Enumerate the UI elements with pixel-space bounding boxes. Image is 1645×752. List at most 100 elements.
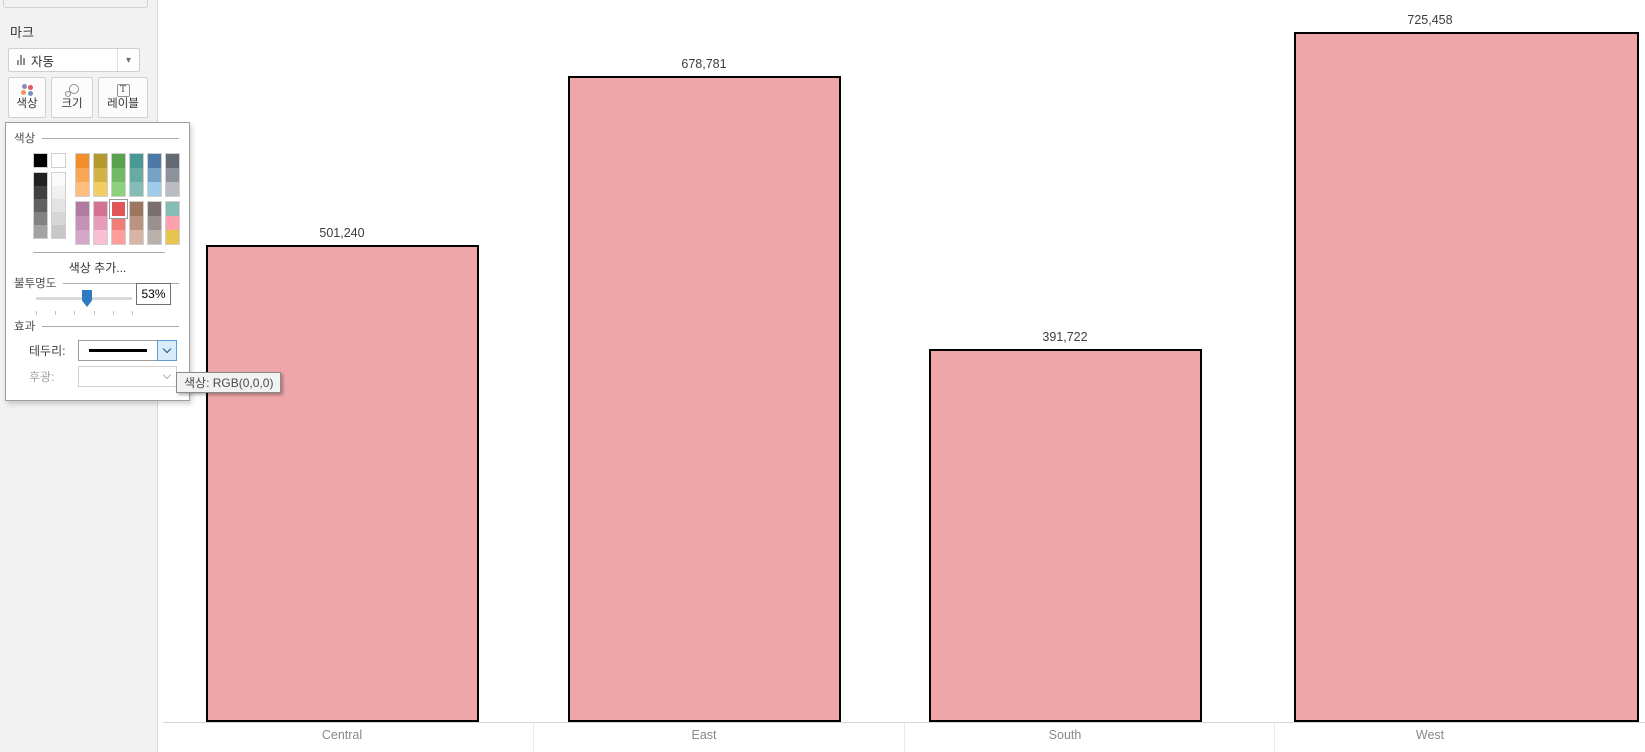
band-divider (904, 723, 905, 752)
border-color-sample (89, 349, 147, 352)
border-color-dropdown[interactable] (78, 340, 158, 361)
marks-card-title: 마크 (10, 25, 34, 40)
color-palette (33, 153, 183, 245)
color-button[interactable]: 색상 (8, 77, 46, 118)
palette-swatch[interactable] (130, 154, 143, 168)
palette-swatch[interactable] (76, 154, 89, 168)
dropdown-caret-icon[interactable]: ▾ (117, 49, 139, 71)
palette-swatch[interactable] (166, 230, 179, 244)
palette-swatch[interactable] (166, 168, 179, 182)
palette-swatch[interactable] (34, 173, 47, 186)
chevron-down-icon (162, 344, 172, 354)
opacity-section-header: 불투명도 (14, 275, 179, 291)
color-picker-panel: 색상 색상 추가... 불투명도 53% 효과 테두리: 후광: (5, 122, 190, 401)
bar-value-label: 391,722 (1042, 330, 1088, 344)
palette-swatch[interactable] (34, 225, 47, 238)
palette-swatch[interactable] (34, 186, 47, 199)
halo-color-dropdown (78, 366, 177, 387)
bar-value-label: 678,781 (681, 57, 727, 71)
palette-swatch[interactable] (130, 182, 143, 196)
add-color-link[interactable]: 색상 추가... (68, 261, 127, 275)
border-label: 테두리: (29, 344, 66, 358)
opacity-slider[interactable] (36, 289, 133, 315)
palette-swatch[interactable] (94, 154, 107, 168)
palette-swatch[interactable] (52, 199, 65, 212)
opacity-section-title: 불투명도 (14, 278, 57, 290)
border-dropdown-button[interactable] (157, 340, 177, 361)
palette-swatch[interactable] (166, 202, 179, 216)
palette-swatch[interactable] (76, 216, 89, 230)
bar-east[interactable] (568, 76, 841, 722)
color-tooltip: 색상: RGB(0,0,0) (176, 372, 282, 393)
palette-swatch[interactable] (148, 230, 161, 244)
bar-value-label: 725,458 (1407, 13, 1453, 27)
palette-swatch[interactable] (34, 154, 47, 167)
palette-swatch[interactable] (94, 230, 107, 244)
color-dots-icon (20, 84, 34, 97)
palette-swatch[interactable] (148, 216, 161, 230)
opacity-slider-thumb[interactable] (82, 290, 92, 307)
axis-category-label[interactable]: West (1415, 728, 1445, 742)
palette-swatch[interactable] (52, 173, 65, 186)
color-section-header: 색상 (14, 130, 179, 146)
effects-section-title: 효과 (14, 321, 36, 333)
palette-swatch[interactable] (76, 230, 89, 244)
palette-swatch[interactable] (52, 212, 65, 225)
palette-swatch[interactable] (34, 199, 47, 212)
palette-swatch[interactable] (130, 230, 143, 244)
palette-swatch[interactable] (94, 168, 107, 182)
palette-swatch[interactable] (112, 202, 125, 216)
bar-south[interactable] (929, 349, 1202, 722)
palette-swatch[interactable] (130, 202, 143, 216)
palette-swatch[interactable] (94, 202, 107, 216)
opacity-value-field[interactable]: 53% (136, 283, 171, 305)
bar-west[interactable] (1294, 32, 1639, 722)
bar-central[interactable] (206, 245, 479, 722)
effects-section-header: 효과 (14, 318, 179, 334)
palette-swatch[interactable] (52, 186, 65, 199)
palette-swatch[interactable] (112, 168, 125, 182)
palette-swatch[interactable] (76, 182, 89, 196)
palette-swatch[interactable] (94, 182, 107, 196)
axis-category-label[interactable]: East (691, 728, 717, 742)
bar-chart-icon (17, 55, 25, 65)
palette-swatch[interactable] (52, 225, 65, 238)
palette-swatch[interactable] (130, 168, 143, 182)
axis-category-label[interactable]: South (1048, 728, 1082, 742)
halo-label: 후광: (29, 370, 55, 384)
palette-swatch[interactable] (166, 154, 179, 168)
marks-buttons-row: 색상 크기 T 레이블 (8, 77, 148, 118)
band-divider (533, 723, 534, 752)
bar-value-label: 501,240 (319, 226, 365, 240)
palette-swatch[interactable] (76, 168, 89, 182)
palette-swatch[interactable] (148, 168, 161, 182)
palette-swatch[interactable] (112, 230, 125, 244)
palette-swatch[interactable] (34, 212, 47, 225)
label-button-label: 레이블 (107, 98, 139, 111)
palette-swatch[interactable] (166, 182, 179, 196)
mark-type-dropdown[interactable]: 자동 ▾ (8, 48, 140, 72)
size-button[interactable]: 크기 (51, 77, 93, 118)
palette-swatch[interactable] (112, 154, 125, 168)
color-section-title: 색상 (14, 133, 36, 145)
palette-swatch[interactable] (166, 216, 179, 230)
x-axis-line (163, 722, 1645, 723)
palette-swatch[interactable] (148, 154, 161, 168)
palette-swatch[interactable] (130, 216, 143, 230)
palette-swatch[interactable] (112, 182, 125, 196)
palette-swatch[interactable] (76, 202, 89, 216)
label-button[interactable]: T 레이블 (98, 77, 148, 118)
palette-swatch[interactable] (148, 202, 161, 216)
previous-card-fragment (3, 0, 148, 8)
palette-swatch[interactable] (94, 216, 107, 230)
palette-swatch[interactable] (112, 216, 125, 230)
palette-swatch[interactable] (148, 182, 161, 196)
color-button-label: 색상 (16, 98, 38, 111)
axis-category-label[interactable]: Central (321, 728, 363, 742)
palette-swatch[interactable] (52, 154, 65, 167)
size-button-label: 크기 (61, 98, 83, 111)
size-circles-icon (65, 84, 79, 98)
opacity-slider-ticks (36, 311, 133, 315)
